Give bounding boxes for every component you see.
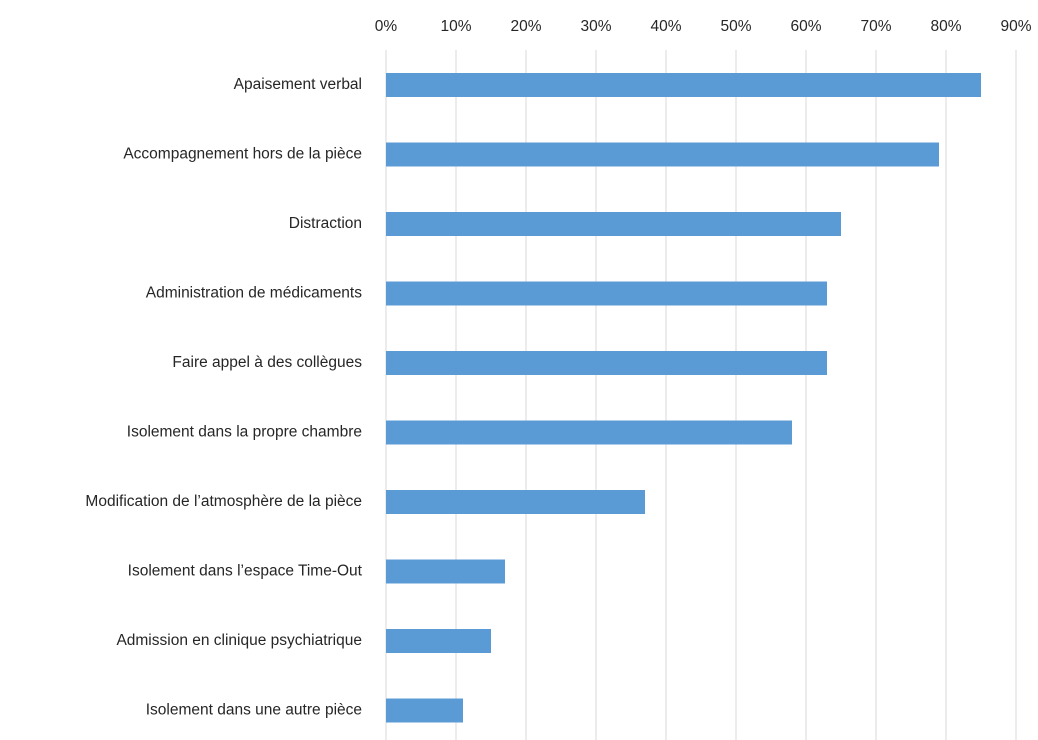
bar xyxy=(386,351,827,375)
y-tick-label: Modification de l’atmosphère de la pièce xyxy=(85,493,362,510)
x-tick-label: 40% xyxy=(650,18,681,35)
x-tick-label: 60% xyxy=(790,18,821,35)
x-tick-label: 20% xyxy=(510,18,541,35)
bar xyxy=(386,490,645,514)
y-tick-label: Administration de médicaments xyxy=(146,285,362,302)
bar xyxy=(386,698,463,723)
x-tick-label: 0% xyxy=(375,18,398,35)
bar xyxy=(386,281,827,306)
y-tick-label: Admission en clinique psychiatrique xyxy=(116,632,362,649)
x-tick-label: 80% xyxy=(930,18,961,35)
y-tick-label: Accompagnement hors de la pièce xyxy=(123,146,362,163)
x-tick-label: 70% xyxy=(860,18,891,35)
bar xyxy=(386,142,939,167)
y-tick-label: Apaisement verbal xyxy=(234,76,362,93)
bar xyxy=(386,559,505,584)
y-tick-label: Isolement dans l’espace Time-Out xyxy=(128,563,363,580)
bar xyxy=(386,420,792,445)
x-tick-label: 90% xyxy=(1000,18,1031,35)
y-tick-label: Isolement dans une autre pièce xyxy=(146,702,362,719)
bar xyxy=(386,212,841,236)
bar xyxy=(386,629,491,653)
x-tick-label: 30% xyxy=(580,18,611,35)
y-tick-label: Distraction xyxy=(289,215,362,232)
y-tick-label: Faire appel à des collègues xyxy=(172,354,362,371)
x-tick-label: 50% xyxy=(720,18,751,35)
y-tick-label: Isolement dans la propre chambre xyxy=(127,424,362,441)
bar xyxy=(386,73,981,97)
x-tick-label: 10% xyxy=(440,18,471,35)
